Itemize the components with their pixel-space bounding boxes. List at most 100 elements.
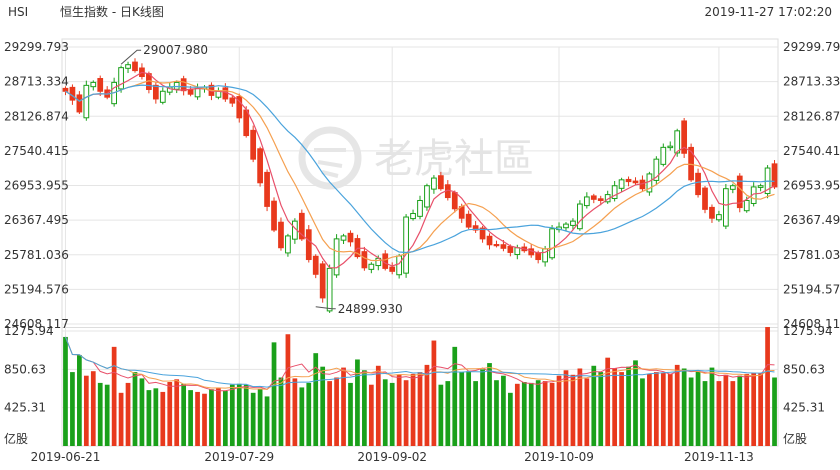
- volume-tick-label-right: 1275.94: [783, 324, 833, 338]
- volume-bar: [591, 365, 597, 446]
- candle-body: [431, 177, 437, 190]
- y-tick-label-right: 25781.036: [783, 248, 840, 262]
- volume-bar: [257, 389, 263, 446]
- candle: [486, 233, 493, 250]
- candle-body: [264, 171, 270, 207]
- volume-bar: [306, 382, 312, 446]
- volume-bar: [153, 388, 159, 446]
- candle: [139, 63, 145, 80]
- candle: [159, 87, 166, 105]
- volume-bar: [278, 377, 284, 446]
- volume-bar: [452, 346, 458, 446]
- volume-bar: [396, 374, 402, 446]
- volume-bars: [63, 327, 777, 446]
- volume-bar: [501, 375, 506, 446]
- candle: [618, 177, 625, 193]
- volume-bar: [556, 375, 562, 446]
- volume-bar: [271, 342, 277, 446]
- candle: [625, 176, 632, 187]
- volume-tick-label-right: 425.31: [783, 401, 825, 415]
- candle-body: [757, 185, 764, 188]
- volume-bar: [327, 381, 332, 446]
- candle: [431, 175, 437, 194]
- candle: [556, 222, 562, 233]
- volume-bar: [285, 334, 291, 446]
- volume-bar: [382, 379, 388, 446]
- candle-body: [180, 78, 187, 92]
- volume-bar: [549, 382, 555, 446]
- candle-body: [194, 87, 201, 98]
- candle-body: [298, 212, 305, 240]
- y-tick-label-left: 28126.874: [4, 109, 69, 123]
- candle: [563, 222, 569, 232]
- candle-body: [173, 81, 180, 90]
- volume-bar: [118, 392, 124, 446]
- candle-body: [333, 238, 340, 276]
- volume-bar: [111, 346, 117, 446]
- y-tick-label-right: 26367.495: [783, 213, 840, 227]
- candle: [229, 95, 236, 107]
- y-axis-right: 29299.793 28713.334 28126.874 27540.415 2695…: [783, 40, 840, 446]
- candle-body: [507, 245, 514, 253]
- volume-bar: [97, 382, 103, 446]
- candle-body: [361, 251, 368, 269]
- annotation-leader: [120, 49, 142, 65]
- candle: [590, 193, 597, 204]
- volume-bar: [167, 382, 173, 446]
- candle-body: [410, 212, 416, 220]
- volume-ma10-line: [65, 336, 775, 390]
- volume-bar: [487, 363, 492, 446]
- volume-bar: [438, 384, 444, 446]
- candle-body: [549, 228, 555, 259]
- candle-body: [514, 247, 521, 256]
- candle-body: [403, 216, 409, 274]
- volume-bar: [765, 327, 770, 446]
- candle: [632, 177, 639, 185]
- x-axis: 2019-06-21 2019-07-29 2019-09-02 2019-10-09…: [31, 450, 754, 464]
- candle-body: [159, 90, 166, 103]
- y-tick-label-right: 25194.576: [783, 282, 840, 296]
- volume-bar: [605, 357, 611, 446]
- candle: [354, 234, 361, 259]
- volume-bar: [174, 379, 180, 446]
- candle-body: [653, 158, 660, 181]
- volume-bar: [570, 374, 576, 446]
- candle: [298, 209, 305, 241]
- y-tick-label-right: 28713.334: [783, 75, 840, 89]
- volume-bar: [653, 372, 659, 446]
- candle: [577, 200, 583, 231]
- volume-bar: [473, 381, 478, 446]
- y-tick-label-left: 26367.495: [4, 213, 69, 227]
- candle: [97, 75, 104, 96]
- volume-bar: [514, 383, 520, 446]
- candle: [729, 183, 736, 194]
- volume-bar: [640, 378, 645, 446]
- candle-body: [771, 163, 778, 188]
- candle: [493, 240, 500, 248]
- candle: [472, 221, 479, 233]
- candle-body: [472, 225, 479, 231]
- candle-body: [187, 89, 194, 95]
- moving-average-lines: [65, 71, 775, 269]
- volume-bar: [758, 372, 763, 446]
- candle: [646, 171, 653, 196]
- candle-body: [479, 227, 486, 240]
- candle-body: [500, 244, 507, 249]
- candle-body: [583, 196, 590, 207]
- candle-body: [278, 221, 284, 249]
- y-tick-label-right: 27540.415: [783, 144, 840, 158]
- volume-bar: [368, 384, 374, 446]
- volume-bar: [563, 370, 569, 446]
- candle-body: [681, 120, 688, 154]
- candle: [417, 195, 423, 220]
- volume-bar: [521, 382, 527, 446]
- candle: [465, 210, 472, 230]
- candle-body: [90, 81, 97, 88]
- volume-bar: [647, 373, 652, 446]
- y-tick-label-left: 27540.415: [4, 144, 69, 158]
- candle: [437, 171, 444, 191]
- candle-body: [743, 199, 750, 212]
- y-tick-label-left: 26953.955: [4, 179, 69, 193]
- candle: [243, 106, 250, 138]
- ma5-line: [65, 71, 775, 269]
